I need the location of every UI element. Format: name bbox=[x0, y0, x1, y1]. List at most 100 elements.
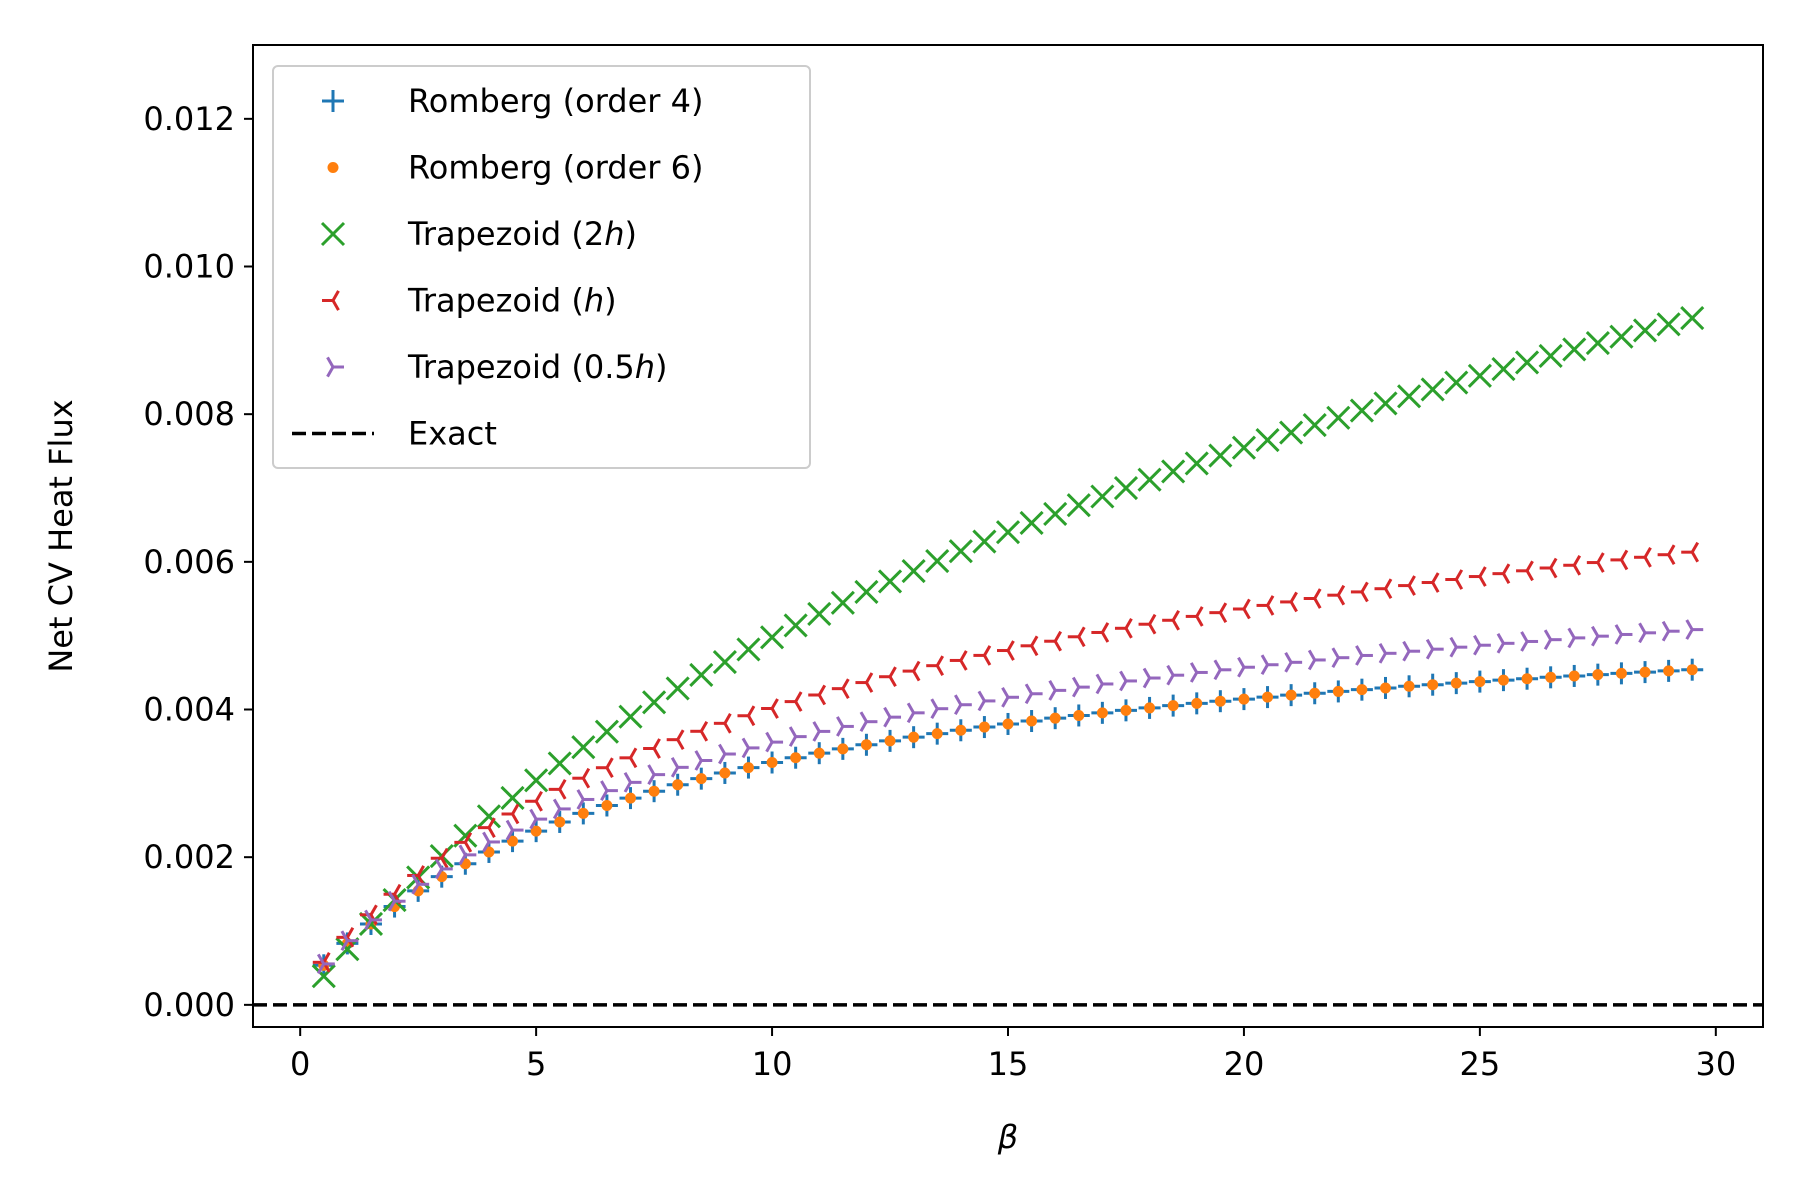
data-point bbox=[906, 702, 925, 724]
data-point bbox=[689, 662, 714, 688]
data-point bbox=[1191, 697, 1203, 709]
legend-swatch bbox=[320, 221, 346, 247]
data-point bbox=[973, 645, 992, 666]
legend-item-romberg-order-4: Romberg (order 4) bbox=[322, 82, 703, 120]
x-tick-label: 0 bbox=[290, 1045, 310, 1083]
data-point bbox=[1681, 541, 1700, 563]
data-point bbox=[1166, 664, 1185, 686]
data-point bbox=[695, 773, 707, 785]
data-point bbox=[572, 767, 591, 789]
data-point bbox=[1285, 689, 1297, 701]
data-point bbox=[690, 720, 709, 742]
data-point bbox=[554, 816, 566, 828]
data-point bbox=[670, 757, 689, 778]
data-point bbox=[648, 785, 660, 797]
data-point bbox=[1663, 665, 1675, 677]
data-point bbox=[1492, 563, 1511, 584]
data-point bbox=[1378, 642, 1397, 664]
y-tick-label: 0.008 bbox=[143, 395, 235, 433]
data-point bbox=[1049, 712, 1061, 724]
data-point bbox=[784, 691, 803, 712]
data-point bbox=[1326, 405, 1351, 430]
data-point bbox=[788, 726, 807, 747]
legend-label: Romberg (order 4) bbox=[408, 82, 703, 120]
legend-item-trapezoid-h: Trapezoid (h) bbox=[322, 282, 617, 320]
data-point bbox=[525, 790, 543, 812]
data-point bbox=[948, 539, 973, 564]
data-point bbox=[595, 757, 614, 779]
data-point bbox=[718, 743, 736, 765]
data-point bbox=[742, 762, 754, 774]
data-point bbox=[1397, 384, 1422, 409]
data-point bbox=[411, 873, 430, 895]
data-point bbox=[1208, 443, 1233, 468]
data-point bbox=[1445, 569, 1464, 590]
data-point bbox=[576, 789, 595, 810]
series-trapezoid-h bbox=[312, 541, 1700, 973]
y-tick-label: 0.012 bbox=[143, 100, 235, 138]
data-point bbox=[741, 737, 760, 759]
x-tick-label: 30 bbox=[1695, 1045, 1736, 1083]
data-point bbox=[908, 731, 920, 743]
data-point bbox=[808, 684, 827, 706]
data-point bbox=[790, 752, 802, 764]
data-point bbox=[761, 698, 779, 719]
series-trapezoid-0-5h bbox=[316, 619, 1704, 975]
data-point bbox=[1355, 645, 1373, 666]
data-point bbox=[1585, 331, 1610, 356]
data-point bbox=[552, 798, 571, 820]
data-point bbox=[1119, 670, 1137, 692]
data-point bbox=[1374, 578, 1393, 600]
data-point bbox=[1120, 704, 1132, 716]
legend-item-trapezoid-0-5h: Trapezoid (0.5h) bbox=[326, 348, 668, 386]
data-point bbox=[1209, 602, 1228, 623]
data-point bbox=[997, 640, 1015, 661]
data-point bbox=[1189, 662, 1208, 683]
legend-swatch bbox=[322, 90, 344, 112]
data-point bbox=[1545, 671, 1557, 683]
data-point bbox=[884, 735, 896, 747]
data-point bbox=[666, 729, 685, 750]
data-point bbox=[1520, 631, 1539, 652]
data-point bbox=[1091, 622, 1110, 643]
data-point bbox=[1634, 546, 1652, 568]
data-point bbox=[1331, 647, 1350, 669]
data-point bbox=[1468, 566, 1487, 587]
data-point bbox=[1185, 606, 1204, 627]
data-point bbox=[364, 909, 382, 931]
data-point bbox=[837, 743, 849, 755]
legend-label: Romberg (order 6) bbox=[408, 149, 703, 187]
data-point bbox=[879, 666, 897, 688]
data-point bbox=[1284, 652, 1303, 673]
legend-box bbox=[272, 65, 811, 469]
data-point bbox=[1420, 377, 1445, 402]
data-point bbox=[600, 780, 618, 801]
data-point bbox=[1114, 617, 1133, 639]
data-point bbox=[1307, 649, 1326, 671]
data-point bbox=[1686, 664, 1698, 676]
data-point bbox=[1591, 625, 1609, 647]
data-point bbox=[955, 724, 967, 736]
data-point bbox=[1450, 677, 1462, 689]
data-point bbox=[1303, 588, 1322, 609]
data-point bbox=[712, 649, 737, 675]
data-point bbox=[1232, 598, 1251, 620]
data-point bbox=[836, 716, 854, 737]
data-point bbox=[1024, 683, 1043, 705]
data-point bbox=[694, 750, 713, 771]
data-point bbox=[311, 964, 336, 989]
data-point bbox=[1138, 613, 1157, 635]
data-point bbox=[760, 625, 785, 650]
data-point bbox=[482, 831, 500, 853]
data-point bbox=[1279, 420, 1304, 445]
data-point bbox=[766, 757, 778, 769]
data-point bbox=[1309, 687, 1321, 699]
data-point bbox=[1071, 676, 1090, 698]
legend-item-trapezoid-2h: Trapezoid (2h) bbox=[320, 215, 637, 253]
data-point bbox=[995, 520, 1021, 545]
data-point bbox=[571, 735, 596, 760]
data-point bbox=[1421, 572, 1440, 593]
data-point bbox=[807, 601, 832, 627]
